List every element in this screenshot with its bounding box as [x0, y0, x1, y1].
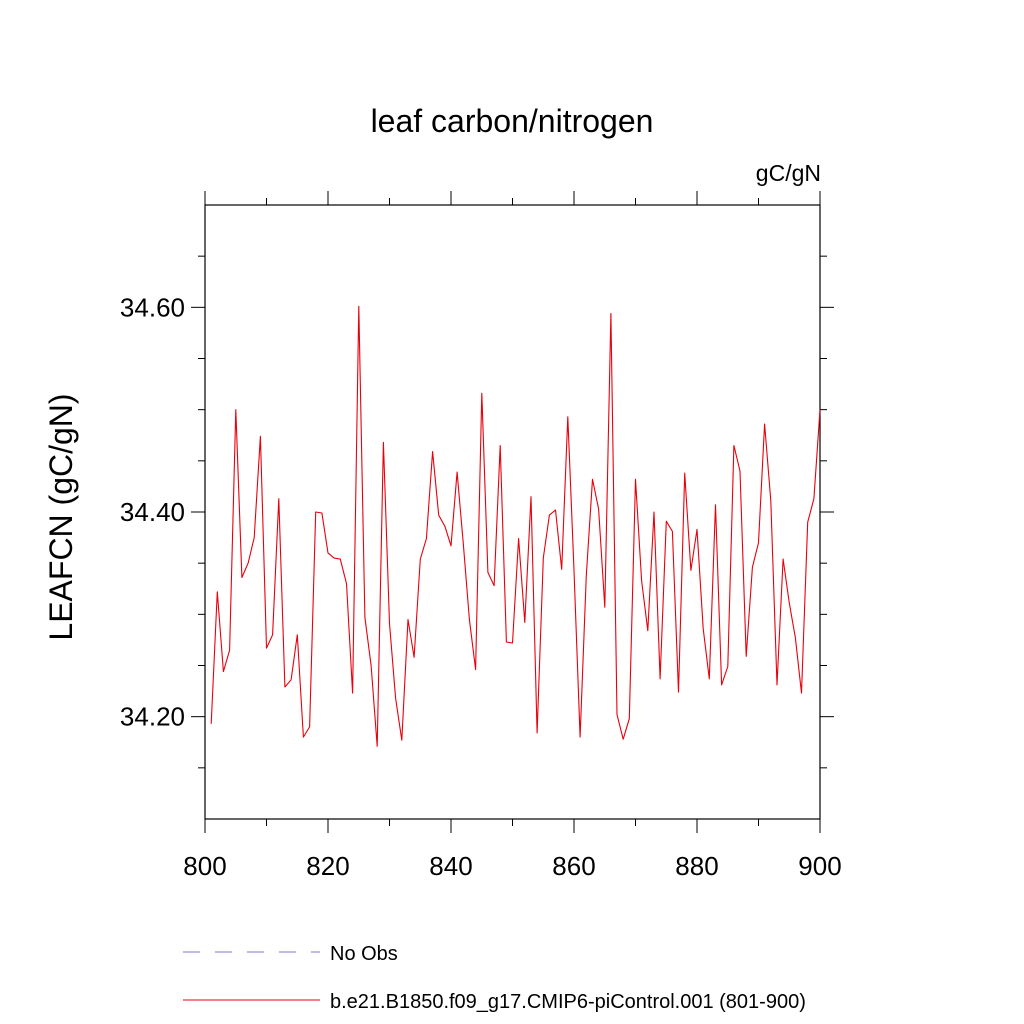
y-tick-label: 34.40: [120, 497, 185, 527]
y-tick-label: 34.20: [120, 702, 185, 732]
series-line-0: [210, 305, 821, 747]
series-group: [210, 305, 821, 747]
axis-tick-labels: 800 820 840 860 880 900 34.20 34.40 34.60: [120, 292, 842, 881]
chart-title: leaf carbon/nitrogen: [371, 103, 654, 139]
plot-frame: [204, 204, 821, 820]
x-tick-label: 800: [183, 851, 226, 881]
y-axis-label: LEAFCN (gC/gN): [43, 393, 79, 640]
legend: No Obs b.e21.B1850.f09_g17.CMIP6-piContro…: [183, 943, 806, 1013]
x-tick-label: 820: [306, 851, 349, 881]
x-tick-label: 900: [798, 851, 841, 881]
legend-label: No Obs: [330, 943, 398, 965]
legend-label: b.e21.B1850.f09_g17.CMIP6-piControl.001 …: [330, 991, 806, 1013]
x-tick-label: 860: [552, 851, 595, 881]
x-tick-label: 880: [675, 851, 718, 881]
x-tick-label: 840: [429, 851, 472, 881]
units-label: gC/gN: [756, 160, 821, 186]
y-tick-label: 34.60: [120, 292, 185, 322]
axis-ticks: [191, 191, 834, 833]
